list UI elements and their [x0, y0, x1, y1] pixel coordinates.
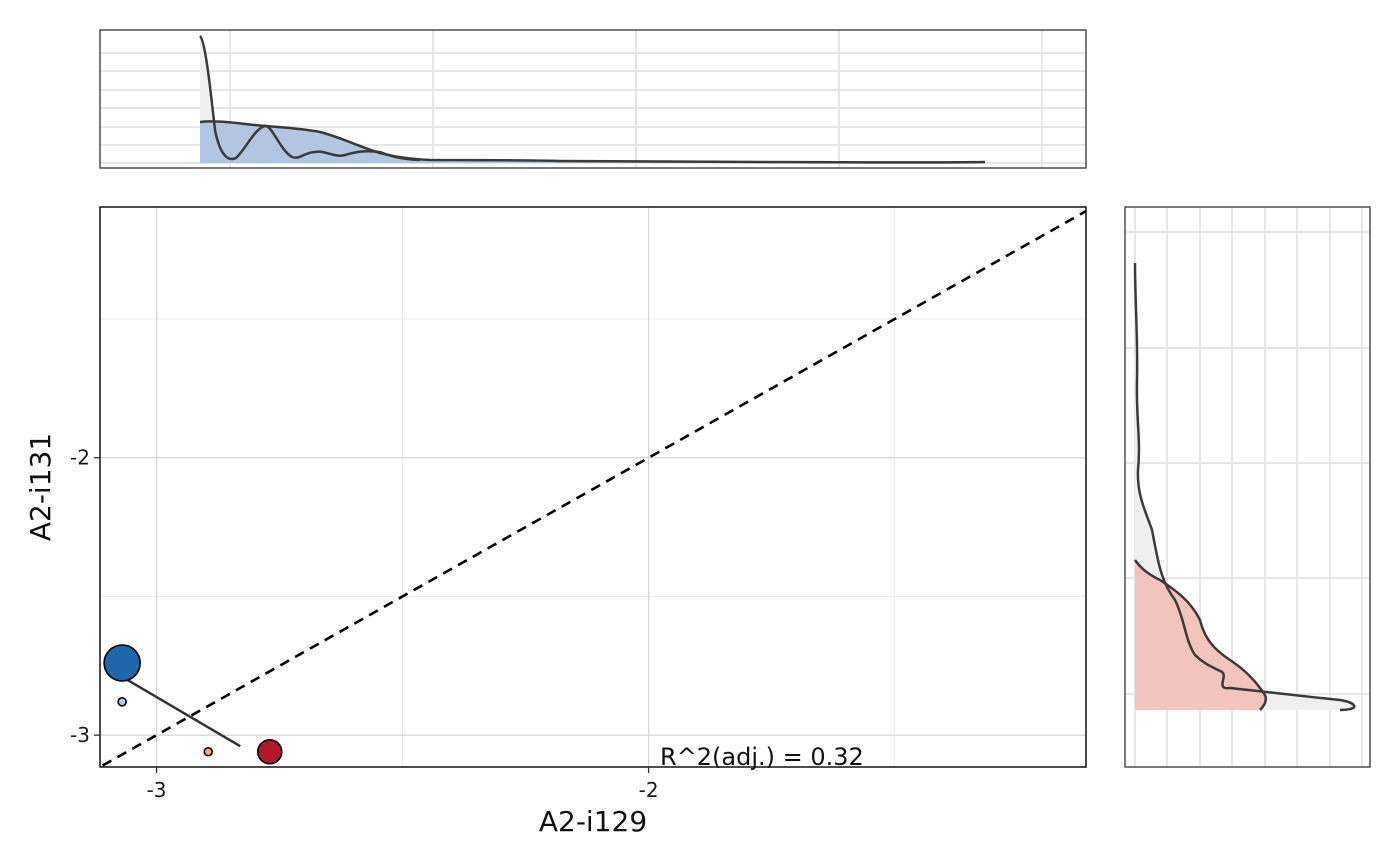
scatter-point-4 [256, 738, 283, 765]
right-marginal-border [1124, 206, 1371, 768]
x-axis-ticks: -3 -2 [147, 767, 659, 802]
top-density-gray-curve [198, 35, 421, 162]
major-gridlines [100, 207, 1086, 767]
x-tick-label: -2 [639, 778, 659, 802]
right-marginal-panel [1124, 206, 1371, 768]
y-tick-label: -2 [70, 446, 90, 470]
scatter-point-2 [117, 697, 127, 707]
y-tick-label: -3 [70, 723, 90, 747]
y-axis-title: A2-i131 [24, 433, 57, 541]
x-axis-title: A2-i129 [539, 805, 647, 838]
minor-gridlines [100, 207, 1086, 767]
regression-fit-line [121, 675, 241, 748]
right-density-red-curve [1133, 559, 1268, 711]
y-axis-ticks: -3 -2 [70, 446, 100, 747]
scatter-point-3 [203, 746, 214, 757]
right-density-gray-curve [1133, 262, 1356, 712]
identity-dashed-line [100, 209, 1086, 767]
right-density-red-fill [1135, 560, 1266, 710]
top-marginal-panel [99, 29, 1087, 169]
top-density-blue-curve [199, 120, 986, 164]
main-panel: R^2(adj.) = 0.32 [99, 206, 1087, 771]
top-density-blue-fill [200, 121, 985, 163]
x-tick-label: -3 [147, 778, 167, 802]
scatter-points [103, 644, 283, 765]
scatter-point-1 [103, 644, 141, 682]
top-marginal-border [99, 29, 1087, 169]
main-panel-border [99, 206, 1087, 768]
